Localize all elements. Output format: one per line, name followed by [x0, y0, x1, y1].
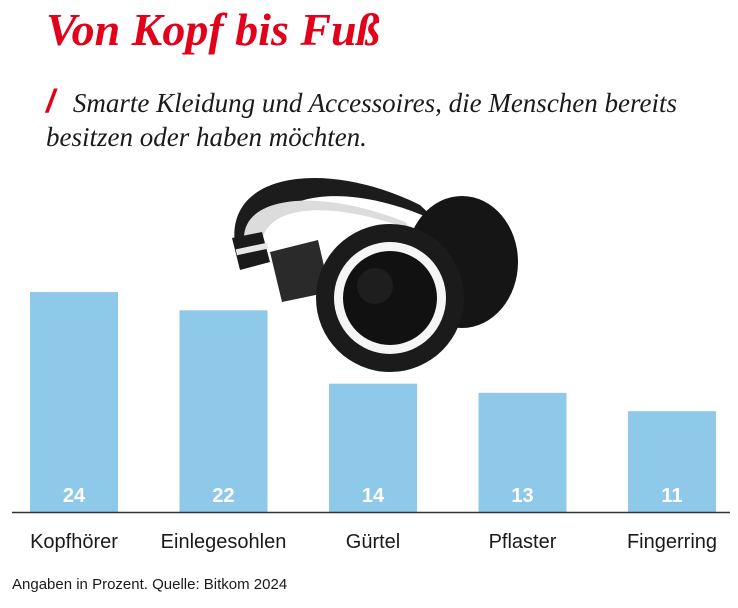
x-tick-label-3: Pflaster: [489, 531, 557, 553]
data-label-4: 11: [661, 485, 682, 507]
subtitle-text: Smarte Kleidung und Accessoires, die Men…: [46, 88, 678, 152]
bar-4: [628, 411, 716, 512]
source-note: Angaben in Prozent. Quelle: Bitkom 2024: [12, 576, 288, 593]
x-tick-label-1: Einlegesohlen: [161, 531, 287, 553]
bar-0: [30, 292, 118, 512]
data-label-2: 14: [362, 485, 385, 507]
x-tick-labels: Kopfhörer Einlegesohlen Gürtel Pflaster Fing…: [30, 531, 717, 553]
bar-3: [478, 392, 567, 512]
x-tick-label-0: Kopfhörer: [30, 531, 118, 553]
bar-chart: 24 22 14 13 11 Kopfhörer Einlegesohlen Gürtel P…: [12, 178, 730, 553]
data-label-1: 22: [212, 485, 234, 507]
bars-group: 24 22 14 13 11: [30, 292, 716, 512]
x-tick-label-4: Fingerring: [627, 531, 717, 553]
subtitle-marker: /: [46, 83, 55, 119]
headphones-image: [232, 178, 518, 372]
x-tick-label-2: Gürtel: [346, 531, 400, 553]
data-label-3: 13: [511, 485, 533, 507]
data-label-0: 24: [63, 485, 86, 507]
bar-2: [329, 383, 417, 512]
chart-title: Von Kopf bis Fuß: [46, 4, 380, 55]
chart-subtitle: / Smarte Kleidung und Accessoires, die Me…: [46, 84, 686, 154]
bar-1: [179, 310, 268, 512]
